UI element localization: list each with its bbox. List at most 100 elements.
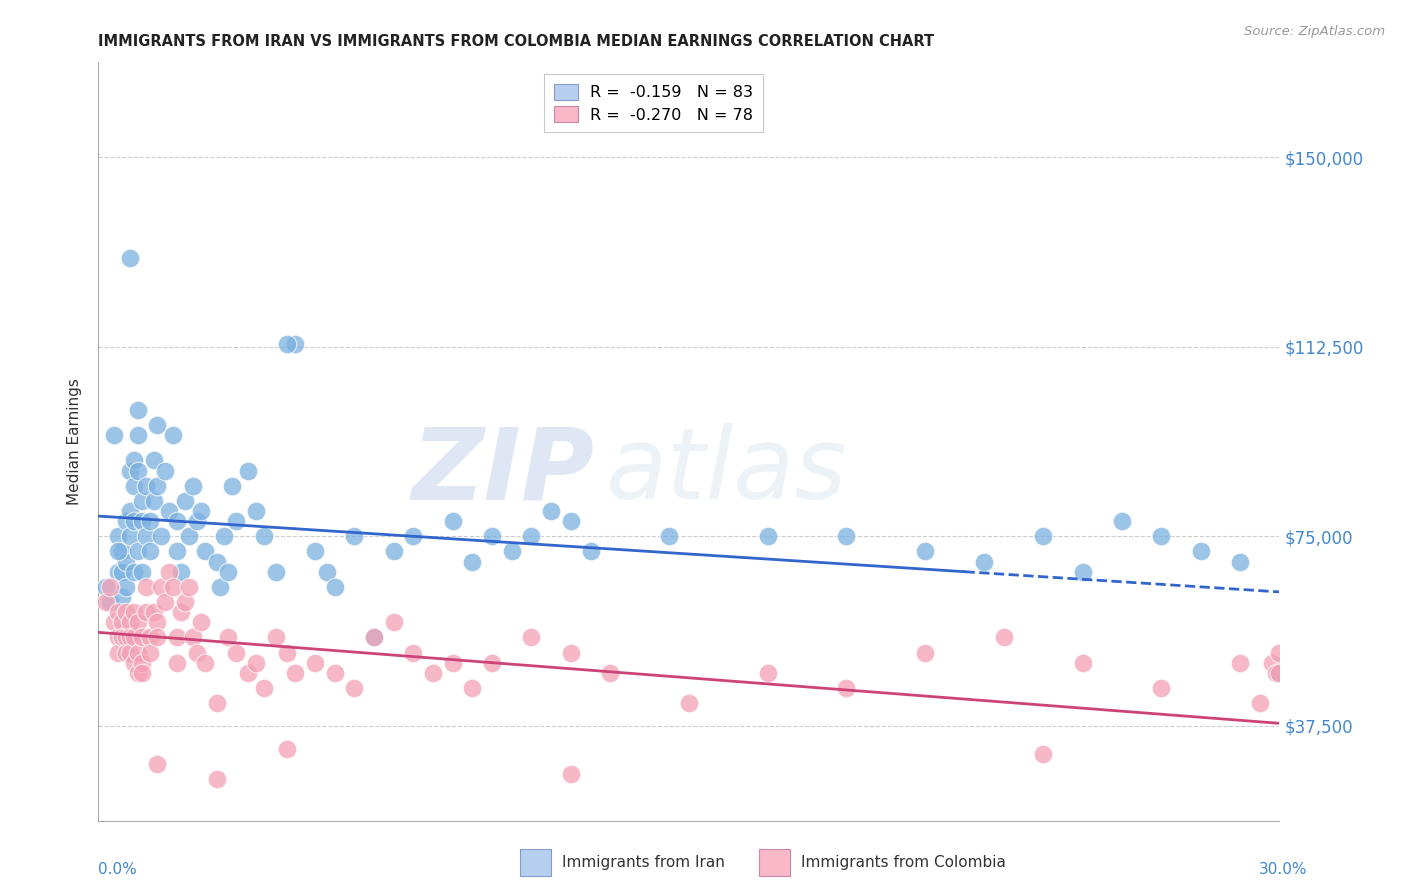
Point bbox=[122, 514, 145, 528]
Point bbox=[107, 646, 129, 660]
Point bbox=[245, 504, 267, 518]
Point bbox=[481, 656, 503, 670]
Point bbox=[115, 514, 138, 528]
Point bbox=[382, 615, 405, 630]
Point bbox=[118, 646, 141, 660]
Point bbox=[520, 631, 543, 645]
Point bbox=[181, 479, 204, 493]
Point bbox=[138, 514, 160, 528]
Text: ZIP: ZIP bbox=[412, 424, 595, 520]
Point bbox=[111, 544, 134, 558]
Point bbox=[127, 615, 149, 630]
Point bbox=[236, 464, 259, 478]
Point bbox=[122, 631, 145, 645]
Point bbox=[194, 656, 217, 670]
Point bbox=[118, 252, 141, 266]
Point bbox=[103, 615, 125, 630]
Point bbox=[155, 464, 177, 478]
Point bbox=[181, 631, 204, 645]
Point bbox=[142, 494, 165, 508]
Point bbox=[1150, 529, 1173, 543]
Point bbox=[146, 756, 169, 771]
Point bbox=[131, 631, 153, 645]
Point bbox=[284, 337, 307, 351]
Point bbox=[221, 479, 243, 493]
Text: IMMIGRANTS FROM IRAN VS IMMIGRANTS FROM COLOMBIA MEDIAN EARNINGS CORRELATION CHA: IMMIGRANTS FROM IRAN VS IMMIGRANTS FROM … bbox=[98, 34, 935, 49]
Point bbox=[1229, 656, 1251, 670]
Point bbox=[304, 656, 326, 670]
Point bbox=[461, 681, 484, 695]
Point bbox=[579, 544, 602, 558]
Point bbox=[127, 428, 149, 442]
Point bbox=[441, 514, 464, 528]
Point bbox=[323, 665, 346, 680]
Point bbox=[170, 565, 193, 579]
Point bbox=[131, 494, 153, 508]
Point bbox=[115, 631, 138, 645]
Point bbox=[166, 514, 188, 528]
Point bbox=[107, 544, 129, 558]
Point bbox=[122, 565, 145, 579]
Point bbox=[135, 580, 157, 594]
Point bbox=[402, 646, 425, 660]
Point bbox=[127, 464, 149, 478]
Point bbox=[135, 529, 157, 543]
Point bbox=[501, 544, 523, 558]
Point bbox=[363, 631, 385, 645]
Point bbox=[284, 665, 307, 680]
Text: Immigrants from Iran: Immigrants from Iran bbox=[562, 855, 725, 870]
Point bbox=[304, 544, 326, 558]
Point bbox=[162, 580, 184, 594]
Point bbox=[1032, 747, 1054, 761]
Point bbox=[217, 565, 239, 579]
Point bbox=[323, 580, 346, 594]
Point bbox=[98, 580, 121, 594]
Point bbox=[382, 544, 405, 558]
Point bbox=[115, 605, 138, 619]
Point bbox=[1189, 544, 1212, 558]
Point bbox=[111, 615, 134, 630]
Point bbox=[756, 665, 779, 680]
Point bbox=[131, 565, 153, 579]
Point bbox=[107, 605, 129, 619]
Point bbox=[142, 453, 165, 467]
Point bbox=[162, 428, 184, 442]
Point bbox=[186, 514, 208, 528]
Point bbox=[186, 646, 208, 660]
Point bbox=[1264, 665, 1286, 680]
Point bbox=[146, 418, 169, 433]
Point bbox=[835, 529, 858, 543]
Point bbox=[402, 529, 425, 543]
Point bbox=[214, 529, 236, 543]
Point bbox=[122, 605, 145, 619]
Point bbox=[209, 580, 232, 594]
Point bbox=[1032, 529, 1054, 543]
Point bbox=[441, 656, 464, 670]
Point bbox=[98, 595, 121, 609]
Point bbox=[96, 595, 118, 609]
Point bbox=[1260, 656, 1282, 670]
Point bbox=[177, 580, 200, 594]
Point bbox=[146, 631, 169, 645]
Point bbox=[914, 646, 936, 660]
Point bbox=[174, 595, 197, 609]
Point bbox=[142, 605, 165, 619]
Point bbox=[315, 565, 337, 579]
Text: 30.0%: 30.0% bbox=[1260, 863, 1308, 877]
Point bbox=[253, 681, 276, 695]
Text: Immigrants from Colombia: Immigrants from Colombia bbox=[801, 855, 1007, 870]
Point bbox=[343, 529, 366, 543]
Point bbox=[1071, 656, 1094, 670]
Point bbox=[481, 529, 503, 543]
Point bbox=[131, 514, 153, 528]
Point bbox=[96, 580, 118, 594]
Point bbox=[343, 681, 366, 695]
Point bbox=[146, 615, 169, 630]
Point bbox=[678, 696, 700, 710]
Point bbox=[150, 580, 173, 594]
Point bbox=[131, 665, 153, 680]
Point bbox=[422, 665, 444, 680]
Point bbox=[205, 772, 228, 786]
Point bbox=[122, 453, 145, 467]
Point bbox=[107, 565, 129, 579]
